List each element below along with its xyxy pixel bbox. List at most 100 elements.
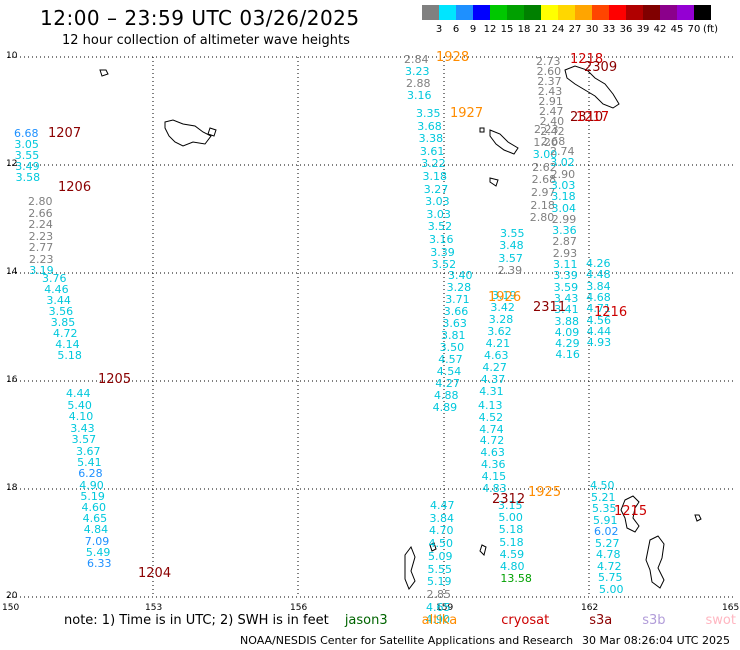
pass-time-label: 1218 (570, 52, 604, 67)
satellite-altika: altika (421, 613, 458, 628)
wave-height-value: 3.02 (550, 156, 575, 170)
wave-height-value: 3.38 (418, 132, 444, 146)
wave-height-value: 3.63 (442, 317, 467, 330)
satellite-s3a: s3a (589, 613, 613, 628)
island-north-atoll (564, 65, 620, 109)
wave-height-value: 4.84 (83, 523, 109, 537)
wave-height-value: 4.68 (586, 290, 611, 304)
wave-height-value: 3.41 (554, 303, 579, 317)
wave-height-value: 4.44 (586, 324, 612, 338)
pass-time-label: 1217 (576, 110, 610, 125)
lon-label-153: 153 (145, 603, 163, 613)
wave-height-value: 2.88 (406, 77, 431, 90)
wave-height-value: 4.72 (597, 559, 622, 573)
legend-label: 21 (534, 24, 548, 35)
pass-time-label: 1205 (98, 372, 132, 387)
wave-height-value: 5.41 (77, 456, 102, 470)
island-south-center (429, 542, 437, 552)
wave-height-value: 3.59 (553, 280, 579, 294)
wave-height-value: 4.78 (596, 548, 621, 561)
pass-time-label: 2310 (570, 110, 604, 125)
lat-label-20: 20 (6, 591, 18, 601)
footer-credit: NOAA/NESDIS Center for Satellite Applica… (240, 634, 574, 647)
wave-height-value: 4.88 (434, 389, 459, 402)
wave-height-value: 2.93 (552, 246, 578, 260)
wave-height-value: 4.26 (586, 257, 611, 270)
wave-height-value: 5.00 (498, 511, 523, 525)
wave-height-value: 3.00 (532, 148, 558, 162)
legend-swatch (473, 5, 490, 20)
legend-label: 18 (517, 24, 531, 35)
wave-height-value: 3.40 (448, 269, 473, 282)
wave-height-value: 4.09 (554, 325, 580, 339)
wave-height-value: 4.47 (430, 499, 455, 512)
wave-height-value: 3.84 (429, 511, 455, 525)
legend-label: 45 (670, 24, 684, 35)
wave-height-value: 3.57 (71, 433, 97, 446)
satellite-legend: jason3 altika cryosat s3a s3b swot (333, 613, 736, 628)
pass-time-label: 1216 (594, 305, 628, 320)
wave-height-value: 2.47 (539, 105, 564, 118)
wave-height-value: 1.20 (533, 135, 558, 149)
wave-height-value: 6.28 (78, 467, 103, 481)
wave-height-value: 5.19 (80, 489, 105, 503)
wave-height-value: 3.58 (15, 171, 41, 184)
wave-height-value: 2.43 (537, 85, 563, 98)
wave-height-value: 3.18 (551, 190, 576, 204)
pass-time-label: 1926 (488, 290, 522, 305)
legend-label: 27 (568, 24, 582, 35)
wave-height-value: 4.27 (482, 361, 507, 374)
wave-height-value: 2.23 (28, 229, 54, 243)
wave-height-value: 2.80 (28, 195, 53, 208)
wave-height-value: 5.40 (67, 398, 92, 412)
legend-swatch (507, 5, 524, 20)
wave-height-value: 4.21 (485, 337, 511, 350)
wave-height-value: 3.05 (14, 138, 39, 151)
wave-height-value: 3.88 (554, 314, 580, 328)
wave-height-value: 3.68 (417, 119, 442, 133)
wave-height-value: 3.19 (29, 264, 54, 277)
legend-swatch (439, 5, 456, 20)
wave-height-value: 2.90 (550, 167, 576, 181)
wave-height-value: 4.70 (429, 524, 454, 538)
gridlines (8, 56, 734, 598)
wave-height-value: 2.39 (497, 263, 523, 277)
page-title: 12:00 – 23:59 UTC 03/26/2025 (40, 6, 360, 30)
wave-height-value: 4.29 (555, 337, 580, 351)
island-small-west-b (207, 127, 217, 137)
wave-height-value: 2.23 (534, 123, 559, 136)
legend-swatch (694, 5, 711, 20)
legend-label: 12 (483, 24, 497, 35)
wave-height-value: 7.09 (84, 534, 110, 548)
wave-height-value: 2.24 (28, 218, 53, 231)
wave-height-value: 5.18 (498, 523, 524, 537)
legend-label: 24 (551, 24, 565, 35)
pass-time-label: 1204 (138, 566, 172, 581)
wave-height-value: 2.37 (537, 75, 562, 88)
wave-height-value: 3.48 (499, 239, 524, 253)
wave-height-value: 3.61 (419, 144, 445, 158)
wave-height-value: 3.49 (15, 160, 40, 173)
lat-label-16: 16 (6, 375, 18, 385)
island-south-center-b (479, 544, 487, 556)
wave-height-value: 4.80 (500, 560, 525, 573)
wave-height-value: 13.58 (500, 572, 532, 586)
legend-swatch (609, 5, 626, 20)
wave-height-value: 5.55 (427, 562, 453, 576)
wave-height-value: 3.43 (553, 291, 579, 305)
wave-height-value: 3.57 (498, 251, 523, 265)
wave-height-value: 4.54 (436, 365, 462, 378)
wave-height-value: 5.00 (599, 582, 624, 596)
wave-height-value: 3.27 (423, 182, 449, 196)
island-western (164, 119, 212, 147)
wave-height-value: 3.71 (445, 293, 470, 306)
legend-label: 9 (469, 24, 477, 35)
legend-label: 6 (452, 24, 460, 35)
wave-height-value: 2.23 (29, 252, 54, 266)
coastlines (99, 65, 702, 591)
wave-height-value: 4.14 (55, 338, 80, 351)
wave-height-value: 4.37 (480, 373, 506, 386)
wave-height-value: 3.56 (48, 305, 74, 318)
